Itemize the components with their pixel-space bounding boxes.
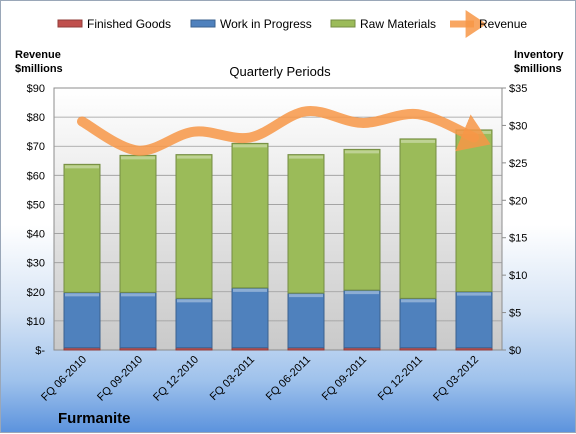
bar-highlight [233,144,267,148]
bar-highlight [121,293,155,297]
x-tick-label: FQ 12-2011 [376,354,425,403]
x-tick-label: FQ 03-2011 [208,354,257,403]
revenue-line-group [77,106,491,156]
bar-work-in-progress [119,291,157,349]
bar-highlight [289,155,323,159]
revenue-point [193,131,195,133]
y-right-label-line1: Inventory [514,49,564,61]
bar-raw-materials [287,154,325,294]
legend-label-revenue: Revenue [479,17,527,31]
bar-work-in-progress [63,291,101,349]
legend-swatch-raw-materials [330,19,356,28]
company-name: Furmanite [58,410,131,427]
x-axis-ticks: FQ 06-2010 FQ 09-2010 FQ 12-2010 FQ 03-2011… [39,354,481,404]
y-left-label-line1: Revenue [15,49,61,61]
bar-highlight [177,299,211,303]
bar-highlight [401,139,435,143]
x-tick-label: FQ 06-2010 [39,354,89,404]
x-tick-label: FQ 09-2010 [95,354,145,404]
y-right-tick-label: $30 [509,120,527,132]
bar-highlight [345,291,379,295]
y-left-tick-label: $10 [27,316,45,328]
y-right-tick-label: $35 [509,83,527,95]
revenue-point [473,136,475,138]
x-tick-label: FQ 09-2011 [320,354,369,403]
left-axis-ticks: $- $10 $20 $30 $40 $50 $60 $70 $80 $90 [27,83,46,357]
bar-highlight [177,155,211,159]
revenue-line [77,106,491,156]
bar-work-in-progress [175,297,213,349]
y-left-tick-label: $80 [27,112,45,124]
bar-work-in-progress [399,297,437,349]
revenue-point [81,120,83,122]
revenue-point [137,150,139,152]
y-left-tick-label: $60 [27,170,45,182]
legend-swatch-finished-goods [57,19,83,28]
legend-label-raw-materials: Raw Materials [360,17,436,31]
y-left-tick-label: $50 [27,199,45,211]
y-right-tick-label: $25 [509,158,527,170]
bar-raw-materials [455,129,493,293]
bar-highlight [233,288,267,292]
y-left-tick-label: $40 [27,229,45,241]
bar-highlight [345,150,379,154]
revenue-point [249,136,251,138]
bar-work-in-progress [343,289,381,349]
x-tick-label: FQ 06-2011 [264,354,313,403]
y-right-tick-label: $15 [509,233,527,245]
legend-swatch-work-in-progress [190,19,216,28]
y-right-tick-label: $0 [509,345,521,357]
y-left-tick-label: $20 [27,287,45,299]
bar-highlight [65,165,99,169]
bar-highlight [121,156,155,160]
bar-raw-materials [343,148,381,291]
bar-highlight [457,292,491,296]
revenue-point [417,113,419,115]
right-axis-ticks: $0 $5 $10 $15 $20 $25 $30 $35 [502,83,527,357]
x-tick-label: FQ 03-2012 [431,354,481,404]
revenue-point [305,110,307,112]
x-tick-label: FQ 12-2010 [151,354,201,404]
bar-highlight [401,299,435,303]
legend: Finished Goods Work in Progress Raw Materi… [57,10,527,38]
bars [63,129,493,351]
bar-work-in-progress [287,292,325,349]
bar-highlight [289,294,323,298]
chart-title: Quarterly Periods [229,64,331,79]
y-left-tick-label: $- [35,345,45,357]
y-right-label-line2: $millions [514,63,562,75]
bar-raw-materials [119,154,157,293]
bar-raw-materials [175,154,213,299]
legend-label-finished-goods: Finished Goods [87,17,171,31]
y-right-tick-label: $5 [509,308,521,320]
bar-work-in-progress [231,287,269,349]
y-right-tick-label: $20 [509,195,527,207]
bar-work-in-progress [455,291,493,349]
y-left-tick-label: $30 [27,258,45,270]
y-left-tick-label: $70 [27,141,45,153]
y-left-label-line2: $millions [15,63,63,75]
y-right-tick-label: $10 [509,270,527,282]
bar-raw-materials [399,138,437,299]
y-left-tick-label: $90 [27,83,45,95]
legend-label-work-in-progress: Work in Progress [220,17,312,31]
revenue-point [361,122,363,124]
bar-raw-materials [63,163,101,293]
bar-highlight [65,293,99,297]
bar-raw-materials [231,142,269,289]
